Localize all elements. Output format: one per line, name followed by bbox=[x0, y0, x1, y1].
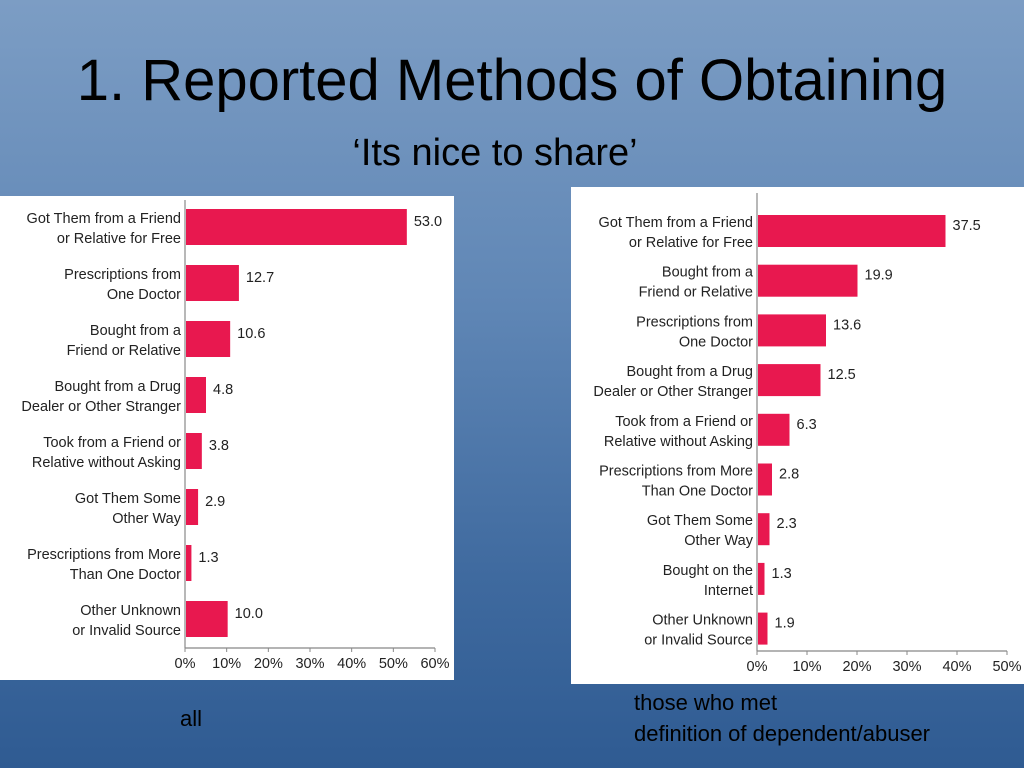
bar bbox=[758, 612, 768, 645]
bar bbox=[758, 364, 821, 397]
category-label: Bought from a Drug bbox=[626, 364, 753, 380]
category-label: Other Unknown bbox=[80, 603, 181, 619]
category-label: Other Unknown bbox=[652, 613, 753, 629]
data-label: 2.9 bbox=[205, 494, 225, 510]
data-label: 1.9 bbox=[775, 616, 795, 632]
category-label: Bought from a bbox=[90, 323, 182, 339]
category-label: Other Way bbox=[112, 511, 182, 527]
bar bbox=[186, 321, 231, 357]
data-label: 1.3 bbox=[198, 550, 218, 566]
data-label: 2.3 bbox=[777, 516, 797, 532]
bar bbox=[758, 513, 770, 546]
category-label: Got Them from a Friend bbox=[27, 211, 181, 227]
data-label: 1.3 bbox=[772, 566, 792, 582]
x-tick-label: 0% bbox=[747, 659, 768, 675]
data-label: 2.8 bbox=[779, 467, 799, 483]
x-tick-label: 20% bbox=[254, 656, 283, 672]
bar bbox=[186, 545, 192, 581]
bar bbox=[186, 265, 239, 301]
caption-right-line-2: definition of dependent/abuser bbox=[634, 720, 931, 746]
category-label: Relative without Asking bbox=[604, 434, 753, 450]
category-label: Friend or Relative bbox=[639, 285, 753, 301]
bar bbox=[186, 209, 407, 245]
x-tick-label: 30% bbox=[892, 659, 921, 675]
bar bbox=[186, 489, 199, 525]
category-label: or Invalid Source bbox=[72, 623, 181, 639]
bar bbox=[758, 463, 772, 496]
caption-all: all bbox=[180, 704, 202, 735]
bar bbox=[186, 433, 202, 469]
category-label: Other Way bbox=[684, 533, 754, 549]
category-label: One Doctor bbox=[107, 287, 181, 303]
data-label: 12.5 bbox=[828, 367, 856, 383]
x-tick-label: 20% bbox=[842, 659, 871, 675]
category-label: Got Them from a Friend bbox=[599, 215, 753, 231]
slide-subtitle: ‘Its nice to share’ bbox=[352, 132, 638, 174]
category-label: Internet bbox=[704, 583, 753, 599]
caption-all-text: all bbox=[180, 706, 203, 731]
x-tick-label: 40% bbox=[942, 659, 971, 675]
category-label: Than One Doctor bbox=[642, 484, 753, 500]
bar bbox=[758, 264, 858, 297]
data-label: 10.0 bbox=[235, 606, 263, 622]
category-label: Prescriptions from bbox=[64, 267, 181, 283]
category-label: Got Them Some bbox=[647, 513, 753, 529]
bar bbox=[186, 377, 206, 413]
data-label: 19.9 bbox=[865, 268, 893, 284]
x-tick-label: 30% bbox=[295, 656, 324, 672]
chart-panel-all: Got Them from a Friend or Relative for Fr… bbox=[0, 196, 454, 680]
bar bbox=[758, 215, 946, 247]
x-tick-label: 50% bbox=[992, 659, 1021, 675]
category-label: Got Them Some bbox=[75, 491, 181, 507]
bar bbox=[186, 601, 228, 637]
caption-dependent-abuser: those who met definition of dependent/ab… bbox=[634, 688, 930, 750]
bar-chart-dependent-abuser: Got Them from a Friend or Relative for Fr… bbox=[593, 193, 1022, 675]
category-label: One Doctor bbox=[679, 334, 753, 350]
data-label: 6.3 bbox=[797, 417, 817, 433]
category-label: Dealer or Other Stranger bbox=[593, 384, 753, 400]
category-label: or Invalid Source bbox=[644, 633, 753, 649]
bar bbox=[758, 562, 765, 595]
category-label: or Relative for Free bbox=[629, 235, 753, 251]
bar-chart-all: Got Them from a Friend or Relative for Fr… bbox=[21, 200, 450, 672]
chart-panel-dependent-abuser: Got Them from a Friend or Relative for Fr… bbox=[571, 187, 1024, 684]
category-label: Than One Doctor bbox=[70, 567, 181, 583]
data-label: 3.8 bbox=[209, 438, 229, 454]
data-label: 13.6 bbox=[833, 317, 861, 333]
category-label: Dealer or Other Stranger bbox=[21, 399, 181, 415]
data-label: 12.7 bbox=[246, 270, 274, 286]
category-label: Prescriptions from More bbox=[27, 547, 181, 563]
x-tick-label: 10% bbox=[792, 659, 821, 675]
bar bbox=[758, 413, 790, 446]
data-label: 37.5 bbox=[953, 218, 981, 234]
data-label: 10.6 bbox=[237, 326, 265, 342]
category-label: Relative without Asking bbox=[32, 455, 181, 471]
category-label: Prescriptions from bbox=[636, 314, 753, 330]
category-label: Bought on the bbox=[663, 563, 753, 579]
category-label: Bought from a bbox=[662, 265, 754, 281]
category-label: or Relative for Free bbox=[57, 231, 181, 247]
category-label: Bought from a Drug bbox=[54, 379, 181, 395]
slide-title: 1. Reported Methods of Obtaining bbox=[76, 48, 948, 113]
category-label: Took from a Friend or bbox=[615, 414, 753, 430]
data-label: 53.0 bbox=[414, 214, 442, 230]
caption-right-line-1: those who met bbox=[634, 690, 778, 715]
bar bbox=[758, 314, 826, 347]
data-label: 4.8 bbox=[213, 382, 233, 398]
x-tick-label: 50% bbox=[379, 656, 408, 672]
category-label: Friend or Relative bbox=[67, 343, 181, 359]
category-label: Prescriptions from More bbox=[599, 464, 753, 480]
x-tick-label: 60% bbox=[420, 656, 449, 672]
category-label: Took from a Friend or bbox=[43, 435, 181, 451]
x-tick-label: 0% bbox=[175, 656, 196, 672]
x-tick-label: 10% bbox=[212, 656, 241, 672]
x-tick-label: 40% bbox=[337, 656, 366, 672]
